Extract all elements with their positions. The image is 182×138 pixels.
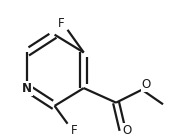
Text: N: N xyxy=(22,82,32,95)
Text: F: F xyxy=(71,124,77,137)
Text: F: F xyxy=(58,17,64,30)
Text: O: O xyxy=(141,78,151,91)
Text: O: O xyxy=(123,124,132,137)
